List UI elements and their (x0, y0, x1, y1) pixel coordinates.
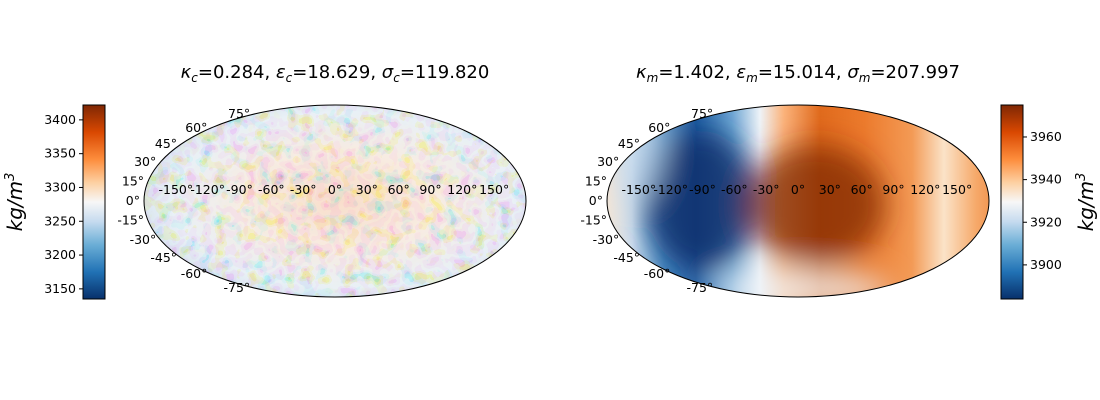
lat-label: 30° (597, 154, 619, 169)
right-map-outline (606, 104, 990, 298)
lon-label: -120° (190, 182, 225, 197)
left-colorbar-ticks: 3150 3200 3250 3300 3350 3400 (44, 112, 83, 296)
lon-label: -90° (689, 182, 716, 197)
lat-label: 0° (589, 193, 603, 208)
left-colorbar: 3150 3200 3250 3300 3350 3400 kg/m3 (3, 104, 106, 300)
lon-label: -120° (653, 182, 688, 197)
colorbar-tick-label: 3960 (1030, 129, 1062, 144)
left-map-field (144, 105, 526, 297)
lon-label: -150° (622, 182, 657, 197)
lat-label: 45° (155, 136, 177, 151)
lon-label: 150° (942, 182, 972, 197)
lon-label: 0° (791, 182, 805, 197)
colorbar-tick-label: 3940 (1030, 172, 1062, 187)
lon-label: 120° (447, 182, 477, 197)
lon-label: -90° (226, 182, 253, 197)
lat-label: 30° (134, 154, 156, 169)
lat-label: 60° (648, 120, 670, 135)
left-map: -150°-120° -90° -60° -30° 0° 30° 60° 90° 120° 150… (117, 104, 527, 298)
right-map-field (607, 105, 989, 297)
lon-label: -30° (290, 182, 317, 197)
colorbar-tick-label: 3350 (44, 146, 76, 161)
lon-label: 30° (819, 182, 841, 197)
lat-label: -60° (181, 266, 208, 281)
lon-label: 90° (419, 182, 441, 197)
colorbar-tick-label: 3900 (1030, 257, 1062, 272)
right-colorbar-gradient (1000, 104, 1024, 300)
lat-label: -75° (224, 280, 251, 295)
colorbar-tick-label: 3150 (44, 281, 76, 296)
panel-right: κm=1.402, εm=15.014, σm=207.997 -150°-1 (580, 62, 1098, 300)
lat-label: -15° (117, 213, 144, 228)
lat-label: -75° (687, 280, 714, 295)
lat-label: 15° (122, 173, 144, 188)
lon-label: 150° (479, 182, 509, 197)
lon-label: -150° (159, 182, 194, 197)
lon-label: 60° (851, 182, 873, 197)
left-map-outline (143, 104, 527, 298)
colorbar-tick-label: 3300 (44, 179, 76, 194)
lat-label: 45° (618, 136, 640, 151)
lat-label: -45° (613, 250, 640, 265)
right-colorbar: 3900 3920 3940 3960 kg/m3 (1000, 104, 1098, 300)
left-colorbar-gradient (82, 104, 106, 300)
colorbar-tick-label: 3200 (44, 247, 76, 262)
lon-label: 0° (328, 182, 342, 197)
lon-label: 30° (356, 182, 378, 197)
lat-label: 60° (185, 120, 207, 135)
left-lon-labels: -150°-120° -90° -60° -30° 0° 30° 60° 90° 120° 150… (159, 182, 510, 197)
lon-label: -30° (753, 182, 780, 197)
lon-label: 90° (882, 182, 904, 197)
right-lat-labels: -75° -60° -45° -30° -15° 0° 15° 30° 45° 60° 75° (580, 106, 713, 295)
lon-label: 120° (910, 182, 940, 197)
lon-label: 60° (388, 182, 410, 197)
panel-left: κc=0.284, εc=18.629, σc=119.820 3150 3200… (3, 62, 527, 300)
colorbar-tick-label: 3250 (44, 213, 76, 228)
left-colorbar-label: kg/m3 (3, 173, 27, 232)
lat-label: -15° (580, 213, 607, 228)
colorbar-tick-label: 3400 (44, 112, 76, 127)
right-title: κm=1.402, εm=15.014, σm=207.997 (636, 62, 960, 85)
lat-label: -60° (644, 266, 671, 281)
right-colorbar-ticks: 3900 3920 3940 3960 (1023, 129, 1062, 272)
lat-label: -30° (130, 232, 157, 247)
lat-label: -30° (593, 232, 620, 247)
left-lat-labels: -75° -60° -45° -30° -15° 0° 15° 30° 45° 60° 75° (117, 106, 250, 295)
lon-label: -60° (258, 182, 285, 197)
lat-label: -45° (150, 250, 177, 265)
lat-label: 75° (691, 106, 713, 121)
right-map: -150°-120° -90° -60° -30° 0° 30° 60° 90° 120° 150… (580, 104, 990, 298)
lat-label: 15° (585, 173, 607, 188)
right-colorbar-label: kg/m3 (1074, 173, 1098, 232)
left-title: κc=0.284, εc=18.629, σc=119.820 (181, 62, 490, 85)
lat-label: 0° (126, 193, 140, 208)
right-lon-labels: -150°-120° -90° -60° -30° 0° 30° 60° 90° 120° 150… (622, 182, 973, 197)
lat-label: 75° (228, 106, 250, 121)
lon-label: -60° (721, 182, 748, 197)
colorbar-tick-label: 3920 (1030, 214, 1062, 229)
